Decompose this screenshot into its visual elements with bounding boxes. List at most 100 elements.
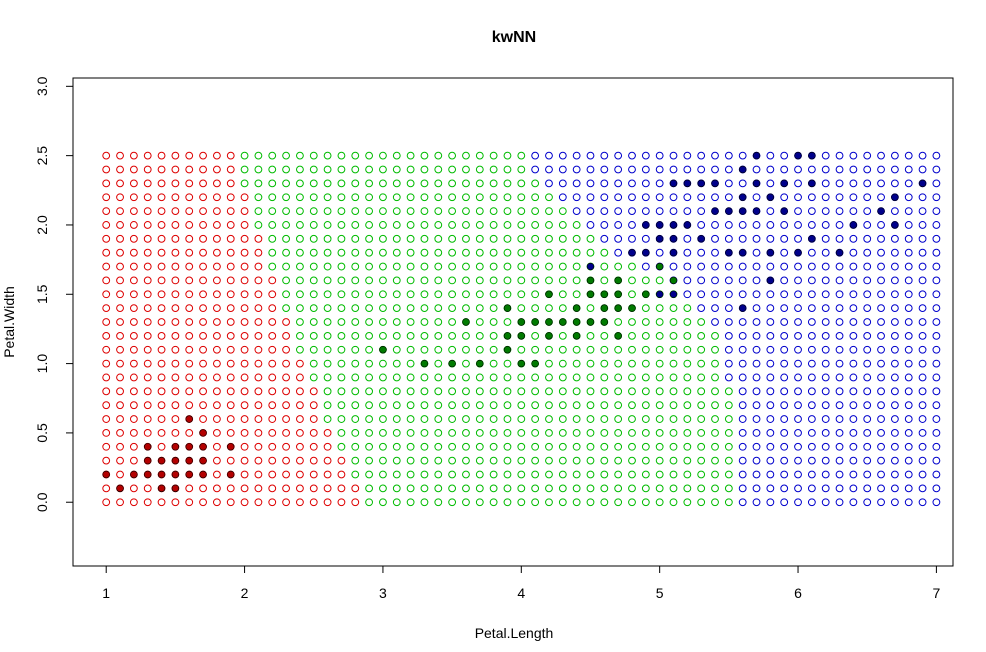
grid-point (517, 415, 526, 423)
grid-point (351, 442, 360, 451)
grid-point (683, 387, 692, 396)
grid-point (517, 221, 526, 229)
grid-point (558, 456, 567, 465)
data-point (559, 318, 567, 326)
grid-point (794, 484, 802, 493)
grid-point (877, 151, 885, 160)
data-point (185, 415, 193, 423)
grid-point (462, 498, 470, 507)
grid-point (780, 165, 789, 174)
grid-point (406, 373, 415, 382)
grid-point (434, 498, 443, 507)
grid-point (683, 318, 692, 326)
grid-point (116, 234, 124, 243)
grid-point (212, 484, 221, 493)
grid-point (268, 442, 277, 451)
grid-point (392, 484, 401, 493)
grid-point (807, 401, 816, 410)
grid-point (462, 387, 470, 396)
grid-point (129, 276, 138, 285)
grid-point (475, 387, 484, 396)
grid-point (531, 470, 540, 479)
data-point (448, 359, 456, 368)
grid-point (475, 165, 484, 174)
grid-point (738, 331, 747, 340)
data-point (780, 179, 788, 188)
grid-point (503, 470, 512, 479)
grid-point (669, 359, 678, 368)
grid-point (157, 401, 166, 410)
grid-point (351, 415, 360, 423)
grid-point (835, 179, 844, 188)
grid-point (877, 373, 885, 382)
grid-point (932, 331, 941, 340)
grid-point (849, 387, 858, 396)
grid-point (171, 248, 180, 257)
grid-point (462, 193, 470, 202)
grid-point (268, 248, 277, 257)
grid-point (766, 498, 775, 507)
grid-point (890, 248, 899, 257)
grid-point (669, 165, 678, 174)
grid-point (711, 248, 719, 257)
grid-point (185, 248, 194, 257)
grid-point (282, 304, 290, 313)
grid-point (849, 165, 858, 174)
grid-point (614, 165, 623, 174)
grid-point (351, 262, 360, 271)
grid-point (766, 207, 775, 215)
data-point (600, 290, 609, 298)
grid-point (392, 415, 401, 423)
grid-point (199, 318, 207, 326)
grid-point (365, 415, 374, 423)
grid-point (572, 290, 581, 299)
grid-point (102, 221, 111, 229)
grid-point (143, 387, 152, 396)
grid-point (268, 179, 277, 188)
grid-point (835, 429, 844, 437)
grid-point (669, 415, 678, 423)
grid-point (863, 221, 872, 229)
grid-point (558, 248, 567, 257)
grid-point (240, 207, 249, 215)
grid-point (489, 234, 498, 243)
grid-point (448, 401, 457, 410)
grid-point (406, 359, 415, 368)
grid-point (655, 193, 664, 202)
grid-point (282, 484, 290, 493)
grid-point (365, 345, 374, 354)
grid-point (503, 373, 512, 382)
grid-point (628, 234, 636, 243)
grid-point (392, 207, 401, 215)
grid-point (503, 276, 512, 285)
grid-point (157, 165, 166, 174)
grid-point (171, 387, 180, 396)
grid-point (240, 304, 249, 313)
grid-point (240, 415, 249, 423)
grid-point (309, 498, 318, 507)
grid-point (794, 179, 802, 188)
grid-point (835, 415, 844, 423)
grid-point (558, 442, 567, 451)
grid-point (226, 179, 235, 188)
data-point (545, 332, 553, 340)
grid-point (448, 262, 457, 271)
grid-point (752, 193, 761, 202)
grid-point (711, 331, 719, 340)
grid-point (517, 262, 526, 271)
grid-point (351, 165, 360, 174)
grid-point (254, 429, 263, 437)
grid-point (738, 179, 747, 188)
grid-point (766, 179, 775, 188)
grid-point (448, 151, 457, 160)
grid-point (600, 179, 609, 188)
grid-point (669, 304, 678, 313)
grid-point (932, 221, 941, 229)
grid-point (143, 498, 152, 507)
grid-point (309, 373, 318, 382)
grid-point (296, 276, 304, 285)
grid-point (655, 165, 664, 174)
grid-point (807, 290, 816, 299)
grid-point (379, 442, 387, 451)
grid-point (268, 331, 277, 340)
